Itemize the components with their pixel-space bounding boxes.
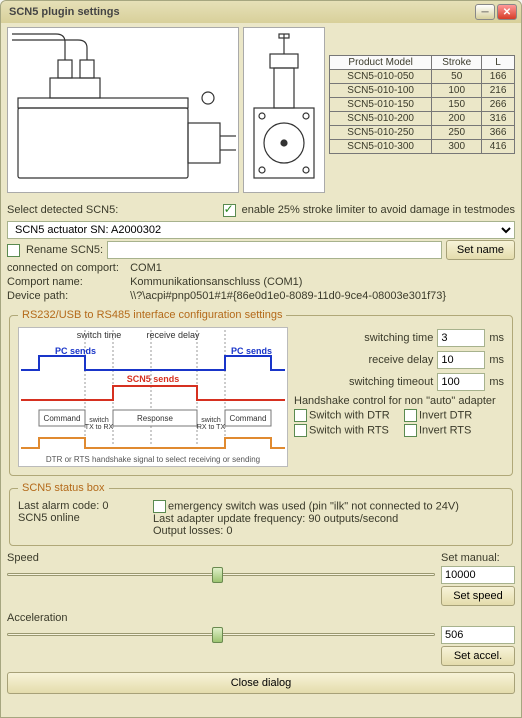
comportname-key: Comport name: bbox=[7, 275, 127, 289]
model-table: Product Model Stroke L SCN5-010-05050166… bbox=[329, 55, 515, 154]
comportname-val: Kommunikationsanschluss (COM1) bbox=[130, 276, 302, 288]
actuator-drawing-right bbox=[243, 27, 325, 193]
svg-text:switch: switch bbox=[201, 417, 221, 424]
accel-input[interactable] bbox=[441, 626, 515, 644]
table-row: SCN5-010-250250366 bbox=[330, 126, 515, 140]
scn5-select[interactable]: SCN5 actuator SN: A2000302 bbox=[7, 221, 515, 239]
svg-text:RX to TX: RX to TX bbox=[197, 424, 226, 431]
scn5-online: SCN5 online bbox=[18, 512, 143, 524]
rs232-fieldset: RS232/USB to RS485 interface configurati… bbox=[9, 309, 513, 476]
svg-text:DTR or RTS handshake signal to: DTR or RTS handshake signal to select re… bbox=[46, 455, 260, 464]
switch-rts-checkbox[interactable] bbox=[294, 424, 307, 437]
waveform-diagram: switch time receive delay PC sends PC se… bbox=[18, 327, 288, 467]
svg-text:Response: Response bbox=[137, 414, 174, 423]
alarm-code: Last alarm code: 0 bbox=[18, 500, 143, 512]
switch-dtr-checkbox[interactable] bbox=[294, 409, 307, 422]
close-dialog-button[interactable]: Close dialog bbox=[7, 672, 515, 694]
content: Product Model Stroke L SCN5-010-05050166… bbox=[1, 23, 521, 698]
table-row: SCN5-010-200200316 bbox=[330, 112, 515, 126]
window: SCN5 plugin settings ─ ✕ bbox=[0, 0, 522, 718]
emergency-label: emergency switch was used (pin "ilk" not… bbox=[168, 500, 459, 512]
switching-timeout-input[interactable] bbox=[437, 373, 485, 391]
ms-unit: ms bbox=[489, 376, 504, 388]
table-row: SCN5-010-150150266 bbox=[330, 98, 515, 112]
svg-text:switch time: switch time bbox=[77, 330, 122, 340]
svg-text:Command: Command bbox=[44, 414, 81, 423]
invert-dtr-label: Invert DTR bbox=[419, 409, 472, 421]
status-right: emergency switch was used (pin "ilk" not… bbox=[153, 500, 459, 537]
invert-rts-label: Invert RTS bbox=[419, 424, 471, 436]
window-title: SCN5 plugin settings bbox=[5, 6, 473, 18]
switch-dtr-label: Switch with DTR bbox=[309, 409, 390, 421]
speed-input[interactable] bbox=[441, 566, 515, 584]
status-left: Last alarm code: 0 SCN5 online bbox=[18, 500, 143, 537]
status-legend: SCN5 status box bbox=[18, 482, 109, 494]
switching-timeout-label: switching timeout bbox=[294, 376, 433, 388]
update-freq: Last adapter update frequency: 90 output… bbox=[153, 513, 459, 525]
model-th-2: L bbox=[482, 56, 515, 70]
limiter-label: enable 25% stroke limiter to avoid damag… bbox=[242, 204, 515, 216]
set-speed-button[interactable]: Set speed bbox=[441, 586, 515, 606]
select-detected-label: Select detected SCN5: bbox=[7, 204, 118, 216]
status-fieldset: SCN5 status box Last alarm code: 0 SCN5 … bbox=[9, 482, 513, 546]
ms-unit: ms bbox=[489, 354, 504, 366]
receive-delay-input[interactable] bbox=[437, 351, 485, 369]
table-row: SCN5-010-05050166 bbox=[330, 70, 515, 84]
rename-input[interactable] bbox=[107, 241, 442, 259]
ms-unit: ms bbox=[489, 332, 504, 344]
svg-text:PC sends: PC sends bbox=[231, 346, 272, 356]
output-losses: Output losses: 0 bbox=[153, 525, 459, 537]
minimize-button[interactable]: ─ bbox=[475, 4, 495, 20]
titlebar: SCN5 plugin settings ─ ✕ bbox=[1, 1, 521, 23]
limiter-checkbox[interactable] bbox=[223, 204, 236, 217]
emergency-checkbox[interactable] bbox=[153, 500, 166, 513]
devicepath-key: Device path: bbox=[7, 289, 127, 303]
table-row: SCN5-010-300300416 bbox=[330, 140, 515, 154]
switch-rts-label: Switch with RTS bbox=[309, 424, 389, 436]
rs232-params: switching time ms receive delay ms switc… bbox=[294, 327, 504, 467]
top-illustration-row: Product Model Stroke L SCN5-010-05050166… bbox=[7, 27, 515, 197]
accel-label: Acceleration bbox=[7, 612, 68, 624]
rename-label: Rename SCN5: bbox=[26, 244, 103, 256]
connection-info: connected on comport: COM1 Comport name:… bbox=[7, 261, 515, 303]
model-th-0: Product Model bbox=[330, 56, 432, 70]
set-manual-label: Set manual: bbox=[441, 552, 515, 564]
accel-slider[interactable] bbox=[7, 624, 435, 646]
devicepath-val: \\?\acpi#pnp0501#1#{86e0d1e0-8089-11d0-9… bbox=[130, 290, 446, 302]
rename-checkbox[interactable] bbox=[7, 244, 20, 257]
speed-label: Speed bbox=[7, 552, 39, 564]
comport-val: COM1 bbox=[130, 262, 162, 274]
svg-text:SCN5 sends: SCN5 sends bbox=[127, 374, 180, 384]
svg-text:receive delay: receive delay bbox=[146, 330, 200, 340]
set-accel-button[interactable]: Set accel. bbox=[441, 646, 515, 666]
actuator-drawing-left bbox=[7, 27, 239, 193]
svg-text:switch: switch bbox=[89, 417, 109, 424]
svg-text:Command: Command bbox=[230, 414, 267, 423]
invert-dtr-checkbox[interactable] bbox=[404, 409, 417, 422]
set-name-button[interactable]: Set name bbox=[446, 240, 515, 260]
switching-time-input[interactable] bbox=[437, 329, 485, 347]
table-row: SCN5-010-100100216 bbox=[330, 84, 515, 98]
comport-key: connected on comport: bbox=[7, 261, 127, 275]
switching-time-label: switching time bbox=[294, 332, 433, 344]
model-th-1: Stroke bbox=[432, 56, 482, 70]
speed-slider[interactable] bbox=[7, 564, 435, 586]
model-table-wrap: Product Model Stroke L SCN5-010-05050166… bbox=[329, 27, 515, 197]
handshake-label: Handshake control for non "auto" adapter bbox=[294, 395, 504, 407]
invert-rts-checkbox[interactable] bbox=[404, 424, 417, 437]
svg-text:PC sends: PC sends bbox=[55, 346, 96, 356]
close-button[interactable]: ✕ bbox=[497, 4, 517, 20]
svg-text:TX to RX: TX to RX bbox=[85, 424, 114, 431]
rs232-legend: RS232/USB to RS485 interface configurati… bbox=[18, 309, 286, 321]
receive-delay-label: receive delay bbox=[294, 354, 433, 366]
